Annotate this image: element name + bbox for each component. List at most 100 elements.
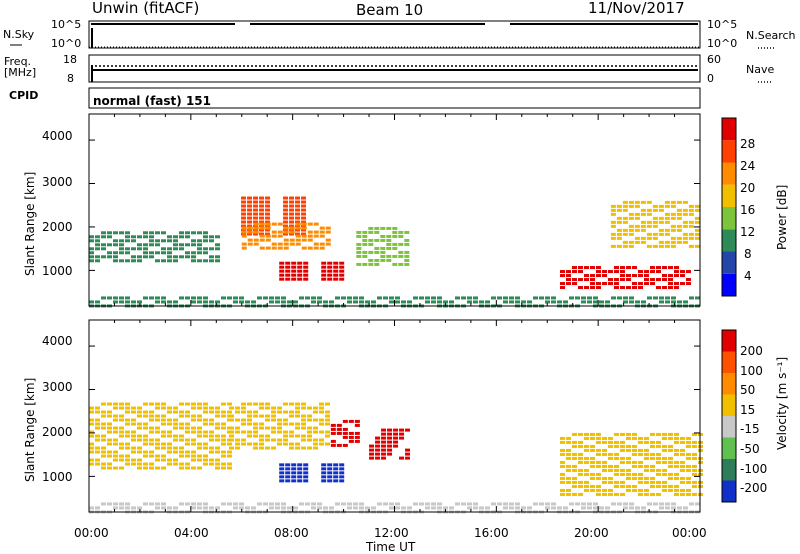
cell (325, 434, 331, 438)
cell (425, 296, 430, 300)
cell (631, 488, 637, 492)
colorbar-1-segment-7 (722, 330, 736, 352)
cell (179, 235, 184, 239)
cell (95, 434, 100, 438)
cell (125, 422, 130, 426)
cell (617, 502, 622, 506)
cell (241, 402, 247, 406)
cell (283, 220, 289, 224)
cell (167, 235, 172, 239)
cell (655, 440, 661, 444)
cell (143, 255, 148, 259)
cell (380, 258, 386, 262)
cell (617, 296, 622, 300)
cell (381, 444, 387, 448)
cell (646, 236, 652, 240)
cell (125, 239, 130, 243)
cell (670, 224, 676, 228)
cell (616, 228, 622, 232)
cell (297, 463, 303, 467)
cell (265, 224, 271, 228)
cell (155, 426, 160, 430)
cell (625, 484, 631, 488)
colorbar-0-segment-0 (722, 273, 736, 296)
cell (610, 232, 616, 236)
cell (253, 414, 259, 418)
cell (631, 460, 637, 464)
cell (95, 235, 100, 239)
cell (667, 274, 673, 278)
cell (253, 230, 259, 234)
cell (191, 296, 196, 300)
cell (313, 446, 319, 450)
cell (631, 476, 637, 480)
cell (101, 255, 106, 259)
cell (369, 452, 375, 456)
cell (277, 230, 283, 234)
cell (583, 488, 589, 492)
cell (565, 492, 571, 496)
cell (381, 428, 387, 432)
cell (173, 239, 178, 243)
cell (119, 446, 124, 450)
cell (319, 234, 325, 238)
cell (425, 502, 430, 506)
cell (437, 296, 442, 300)
cell (449, 506, 454, 510)
cell (589, 286, 595, 290)
cell (667, 476, 673, 480)
cell (319, 410, 325, 414)
cell (694, 220, 700, 224)
cell (637, 480, 643, 484)
cell (319, 442, 325, 446)
cell (259, 426, 265, 430)
cell (167, 442, 172, 446)
cell (125, 430, 130, 434)
cell (339, 277, 345, 281)
cell (295, 224, 301, 228)
cell (359, 300, 364, 304)
cell (241, 200, 247, 204)
colorbar-0-segment-2 (722, 229, 736, 252)
cell (95, 410, 100, 414)
cell (301, 234, 307, 238)
cell (185, 438, 190, 442)
cell (281, 506, 286, 510)
cell (321, 269, 327, 273)
cell (253, 226, 259, 230)
cell (661, 480, 667, 484)
cell (263, 502, 268, 506)
cell (229, 426, 235, 430)
cell (143, 251, 148, 255)
cell (259, 422, 265, 426)
cell (581, 296, 586, 300)
cell (348, 435, 354, 439)
cell (185, 402, 190, 406)
cell (581, 300, 586, 304)
freq-tick-bottom: 8 (67, 72, 74, 85)
cell (571, 456, 577, 460)
cell (265, 228, 271, 232)
cell (629, 502, 634, 506)
cell (655, 468, 661, 472)
cell (277, 234, 283, 238)
cell (285, 269, 291, 273)
cell (393, 436, 399, 440)
cell (695, 502, 700, 506)
vel-cbar-tick-100: 100 (740, 364, 763, 378)
cell (279, 475, 285, 479)
cell (203, 462, 208, 466)
power-cbar-tick-4: 4 (744, 269, 752, 283)
cell (149, 438, 154, 442)
cell (303, 261, 309, 265)
cell (673, 266, 679, 270)
cell (679, 464, 685, 468)
cell (149, 255, 154, 259)
cell (628, 200, 634, 204)
cell (321, 467, 327, 471)
cell (253, 196, 259, 200)
cell (628, 216, 634, 220)
cell (676, 236, 682, 240)
cell (673, 436, 679, 440)
cell (203, 251, 208, 255)
